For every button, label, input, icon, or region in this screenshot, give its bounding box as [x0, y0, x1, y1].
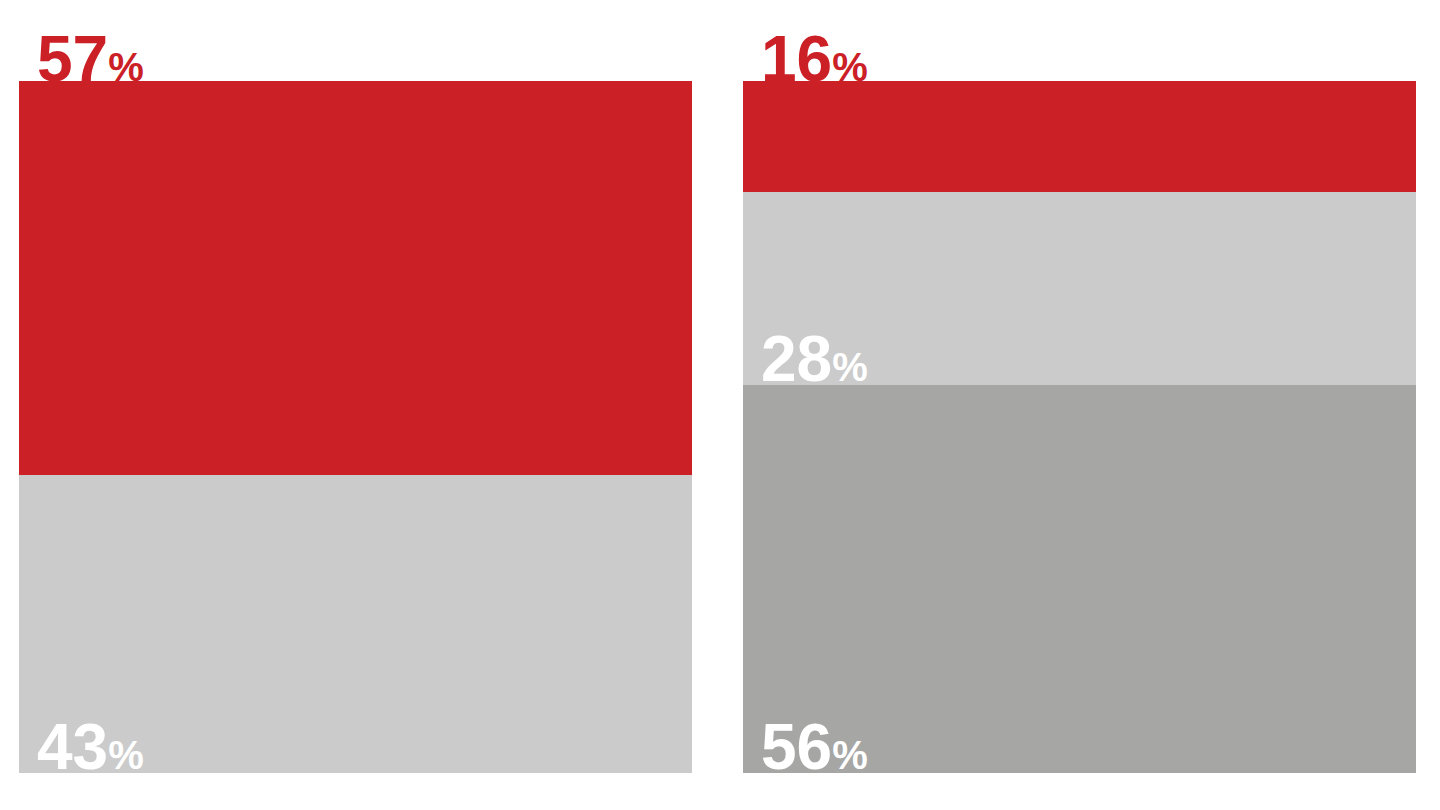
svg-text:57%: 57%	[37, 23, 144, 95]
svg-text:16%: 16%	[761, 23, 868, 95]
svg-text:56%: 56%	[761, 711, 868, 783]
svg-text:43%: 43%	[37, 711, 144, 783]
svg-text:28%: 28%	[761, 323, 868, 395]
